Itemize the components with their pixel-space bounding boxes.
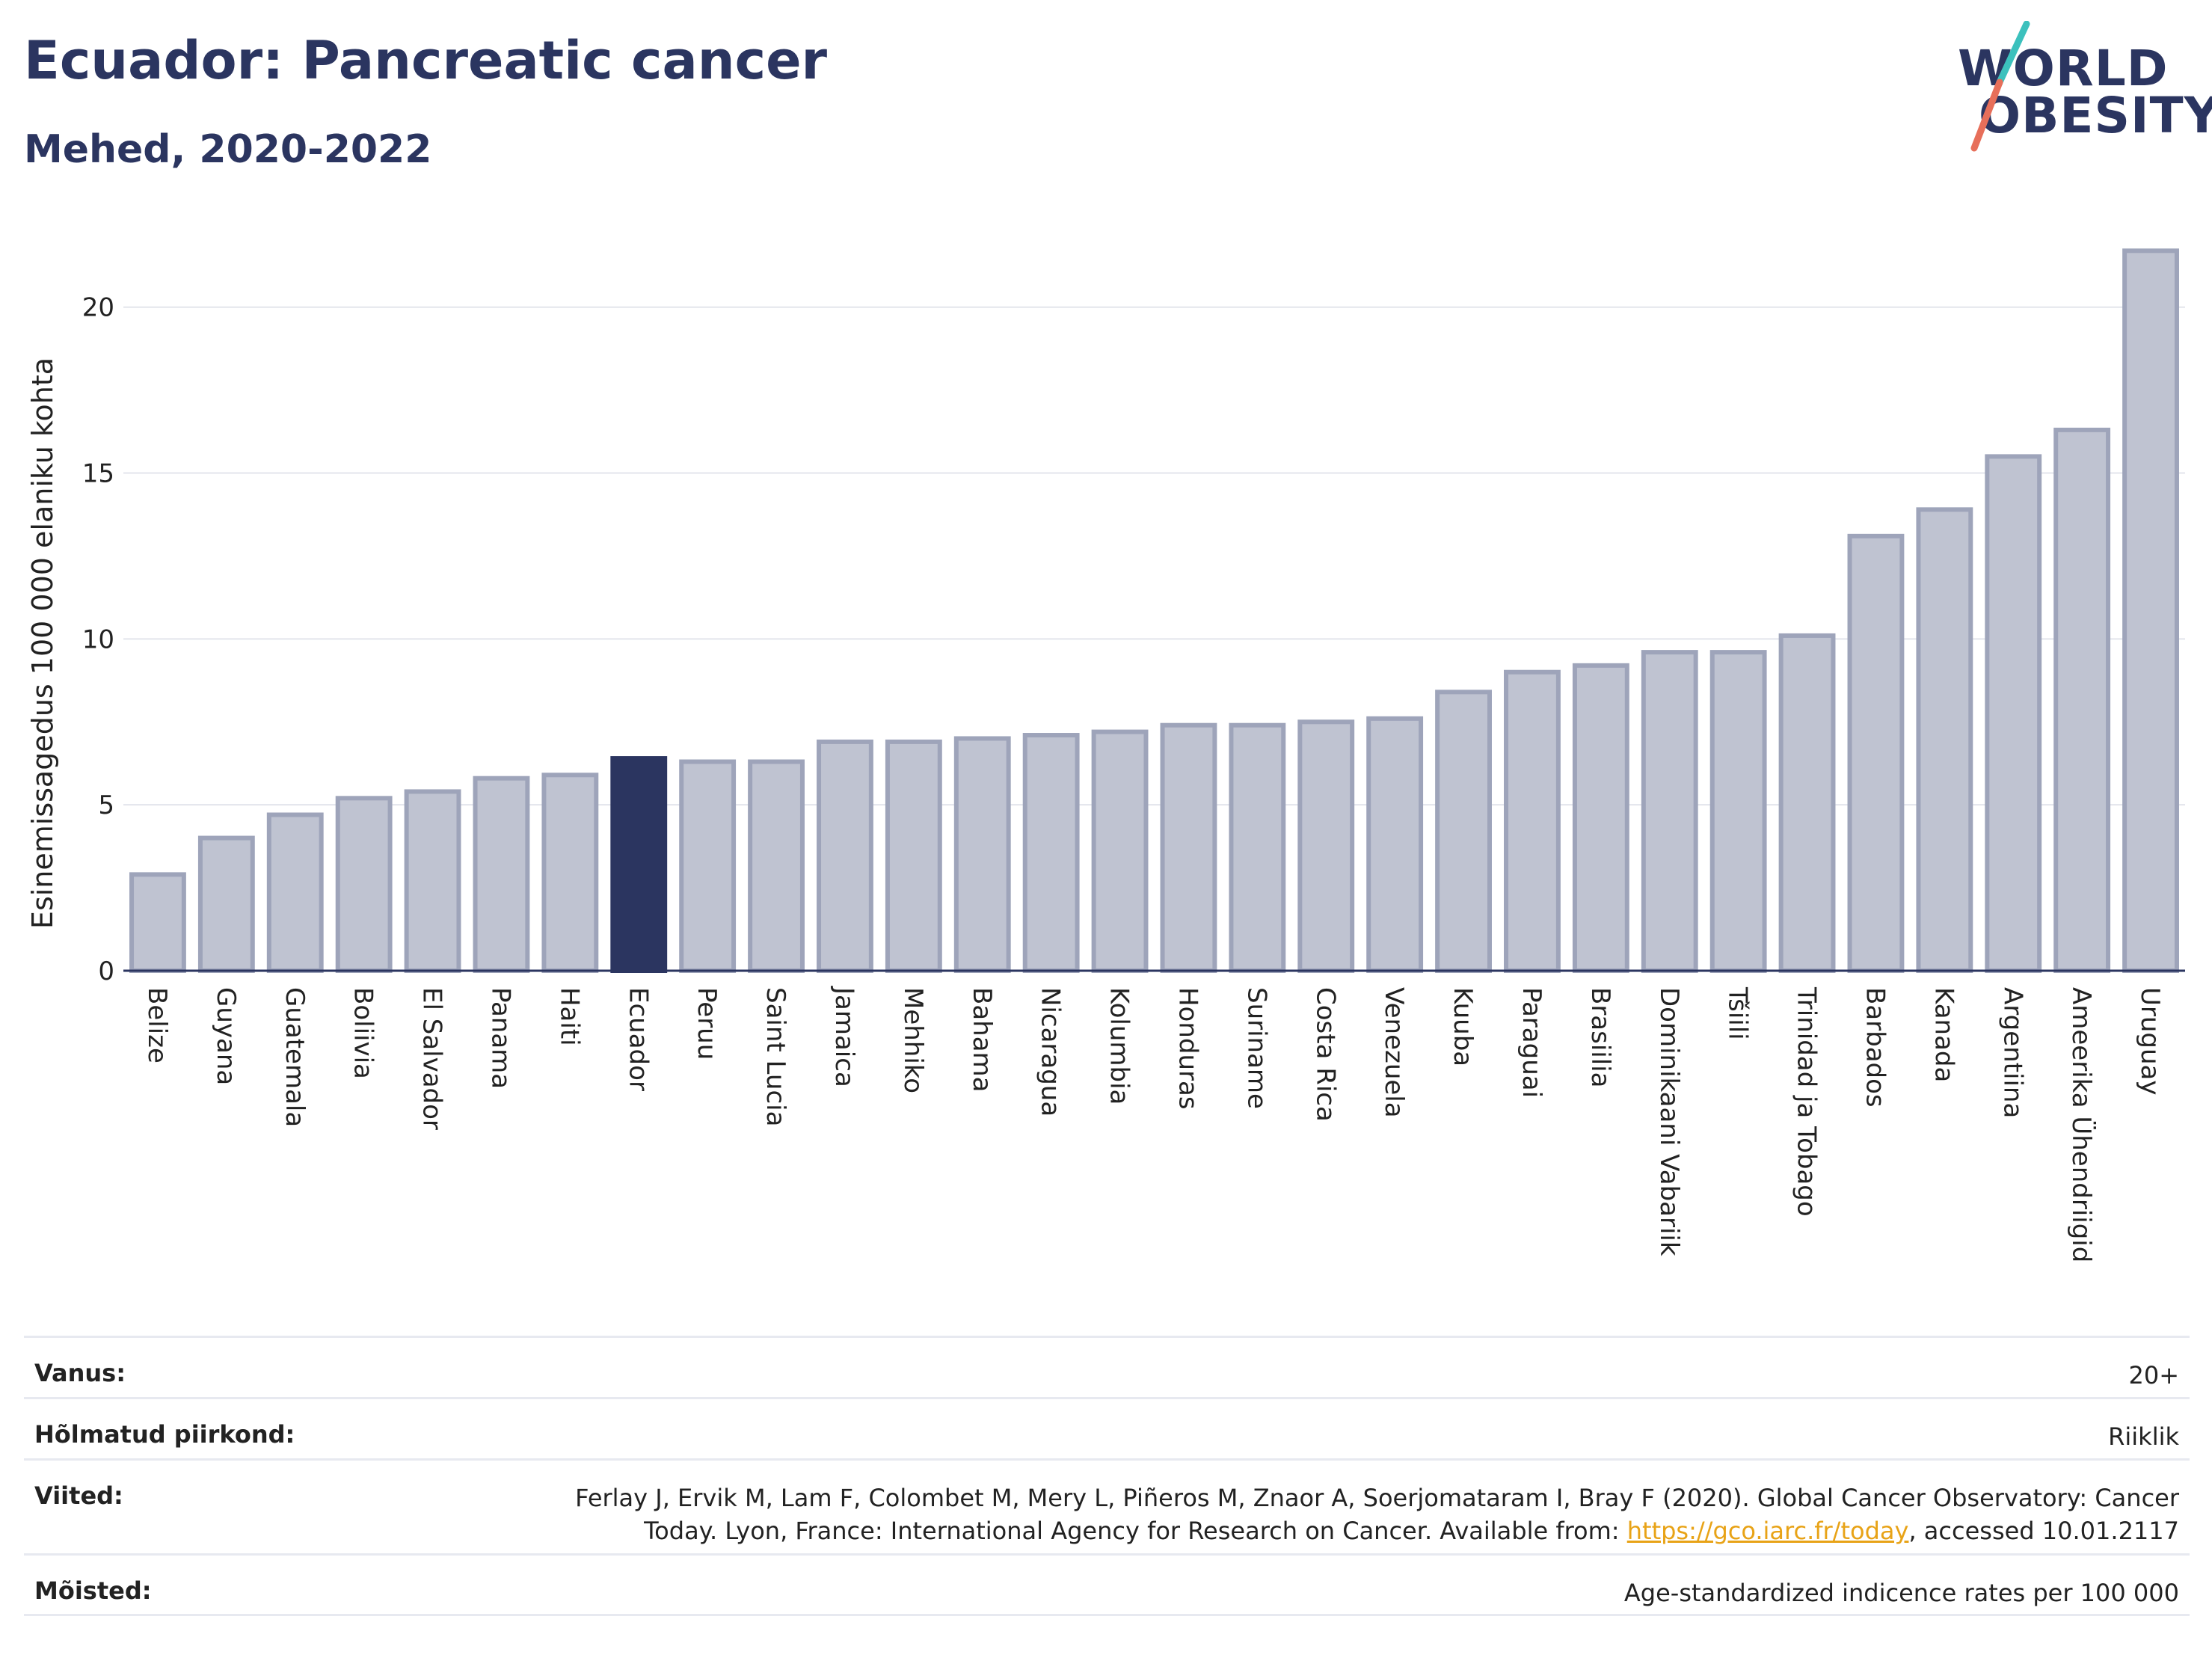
x-tick-label: Costa Rica (1310, 987, 1340, 1122)
meta-def-label: Mõisted: (34, 1576, 152, 1605)
x-tick-label: Nicaragua (1036, 987, 1066, 1117)
y-tick-label: 5 (98, 790, 114, 820)
meta-row-area: Hõlmatud piirkond: Riiklik (24, 1397, 2190, 1458)
world-obesity-logo: WORLD OBESITY (1944, 21, 2212, 156)
meta-row-definitions: Mõisted: Age-standardized indicence rate… (24, 1553, 2190, 1616)
chart-title: Ecuador: Pancreatic cancer (24, 30, 828, 91)
bar-jamaica (817, 739, 873, 974)
x-tick-label: Suriname (1241, 987, 1271, 1109)
x-tick-label: Haiti (554, 987, 584, 1046)
y-tick-label: 15 (82, 459, 114, 489)
x-axis-labels: Belize Guyana Guatemala Boliivia El Salvador… (142, 986, 2165, 1262)
bar-mehhiko (885, 739, 942, 974)
bar-uruguay (2122, 248, 2179, 973)
x-tick-label: El Salvador (417, 987, 447, 1130)
x-tick-label: Tšiili (1723, 986, 1753, 1040)
x-tick-label: Belize (142, 987, 172, 1063)
y-axis-ticks: 0 5 10 15 20 (82, 293, 114, 986)
reference-link[interactable]: https://gco.iarc.fr/today (1626, 1517, 1909, 1545)
bar-bahama (953, 736, 1011, 973)
bar-barbados (1847, 533, 1905, 973)
bar-nicaragua (1022, 733, 1080, 973)
meta-ref-text-3: , accessed 10.01.2117 (1908, 1517, 2179, 1545)
bar-panama (473, 776, 530, 973)
meta-def-value: Age-standardized indicence rates per 100… (1623, 1579, 2179, 1607)
bar-peruu (679, 759, 737, 973)
meta-ref-value: Ferlay J, Ervik M, Lam F, Colombet M, Me… (575, 1481, 2179, 1547)
x-tick-label: Kolumbia (1105, 987, 1134, 1105)
x-tick-label: Guatemala (280, 987, 310, 1127)
x-tick-label: Ameerika Ühendriigid (2066, 987, 2097, 1262)
x-tick-label: Argentiina (1997, 987, 2027, 1118)
x-tick-label: Saint Lucia (761, 987, 790, 1126)
meta-age-label: Vanus: (34, 1359, 126, 1387)
x-tick-label: Paraguai (1517, 987, 1546, 1098)
x-tick-label: Bahama (967, 987, 997, 1093)
y-tick-label: 10 (82, 624, 114, 654)
bar-guyana (197, 835, 255, 973)
x-tick-label: Boliivia (348, 987, 378, 1079)
bar-kuuba (1435, 690, 1492, 973)
meta-age-value: 20+ (2128, 1361, 2179, 1390)
chart-subtitle: Mehed, 2020-2022 (24, 127, 432, 172)
bar-suriname (1229, 722, 1286, 974)
meta-area-value: Riiklik (2108, 1422, 2179, 1451)
bar-argentiina (1985, 454, 2042, 973)
bar-ameerika-ühendriigid (2053, 427, 2111, 973)
x-tick-label: Ecuador (623, 987, 653, 1091)
bar-chart: 0 5 10 15 20 Belize Guyana Guatemala Boliivia El… (26, 248, 2185, 1262)
x-tick-label: Guyana (211, 987, 241, 1085)
y-axis-label: Esinemissagedus 100 000 elaniku kohta (26, 357, 59, 929)
meta-ref-text-1: Ferlay J, Ervik M, Lam F, Colombet M, Me… (575, 1484, 2179, 1512)
bar-ecuador (610, 756, 668, 974)
x-tick-label: Peruu (692, 987, 722, 1060)
bar-trinidad-ja-tobago (1778, 633, 1836, 973)
bar-brasiilia (1572, 663, 1629, 973)
bar-guatemala (266, 812, 324, 974)
bar-tšiili (1709, 650, 1767, 973)
y-tick-label: 20 (82, 293, 114, 323)
bar-venezuela (1366, 716, 1424, 973)
logo-line-2: OBESITY (1979, 87, 2212, 144)
bar-dominikaani-vabariik (1641, 650, 1698, 973)
gridlines (123, 306, 2185, 806)
x-tick-label: Kuuba (1448, 987, 1478, 1066)
bar-kanada (1916, 507, 1973, 973)
x-tick-label: Dominikaani Vabariik (1654, 987, 1684, 1256)
meta-ref-label: Viited: (34, 1481, 123, 1510)
x-tick-label: Uruguay (2135, 987, 2165, 1096)
x-tick-label: Kanada (1929, 987, 1958, 1082)
bar-honduras (1160, 722, 1217, 974)
bar-haiti (541, 773, 599, 973)
meta-ref-text-2: Today. Lyon, France: International Agenc… (644, 1517, 1627, 1545)
meta-row-age: Vanus: 20+ (24, 1336, 2190, 1397)
bar-saint-lucia (748, 759, 805, 973)
x-tick-label: Barbados (1860, 987, 1890, 1108)
x-tick-label: Panama (485, 987, 515, 1089)
bar-kolumbia (1091, 729, 1149, 974)
metadata-table: Vanus: 20+ Hõlmatud piirkond: Riiklik Vi… (24, 1336, 2190, 1616)
bar-belize (129, 872, 186, 973)
meta-area-label: Hõlmatud piirkond: (34, 1420, 295, 1449)
x-tick-label: Brasiilia (1585, 987, 1615, 1087)
x-tick-label: Venezuela (1379, 987, 1409, 1118)
x-tick-label: Mehhiko (898, 987, 928, 1093)
bar-el-salvador (404, 789, 461, 974)
y-tick-label: 0 (98, 957, 114, 986)
logo-slash-icon (1970, 21, 2030, 152)
bar-costa-rica (1297, 719, 1355, 973)
bars (129, 248, 2179, 974)
bar-paraguai (1504, 669, 1561, 974)
meta-row-references: Viited: Ferlay J, Ervik M, Lam F, Colomb… (24, 1458, 2190, 1553)
bar-boliivia (335, 796, 393, 973)
x-tick-label: Trinidad ja Tobago (1792, 986, 1822, 1217)
logo-line-1: WORLD (1958, 40, 2169, 97)
x-tick-label: Honduras (1173, 987, 1202, 1110)
x-tick-label: Jamaica (829, 986, 859, 1087)
